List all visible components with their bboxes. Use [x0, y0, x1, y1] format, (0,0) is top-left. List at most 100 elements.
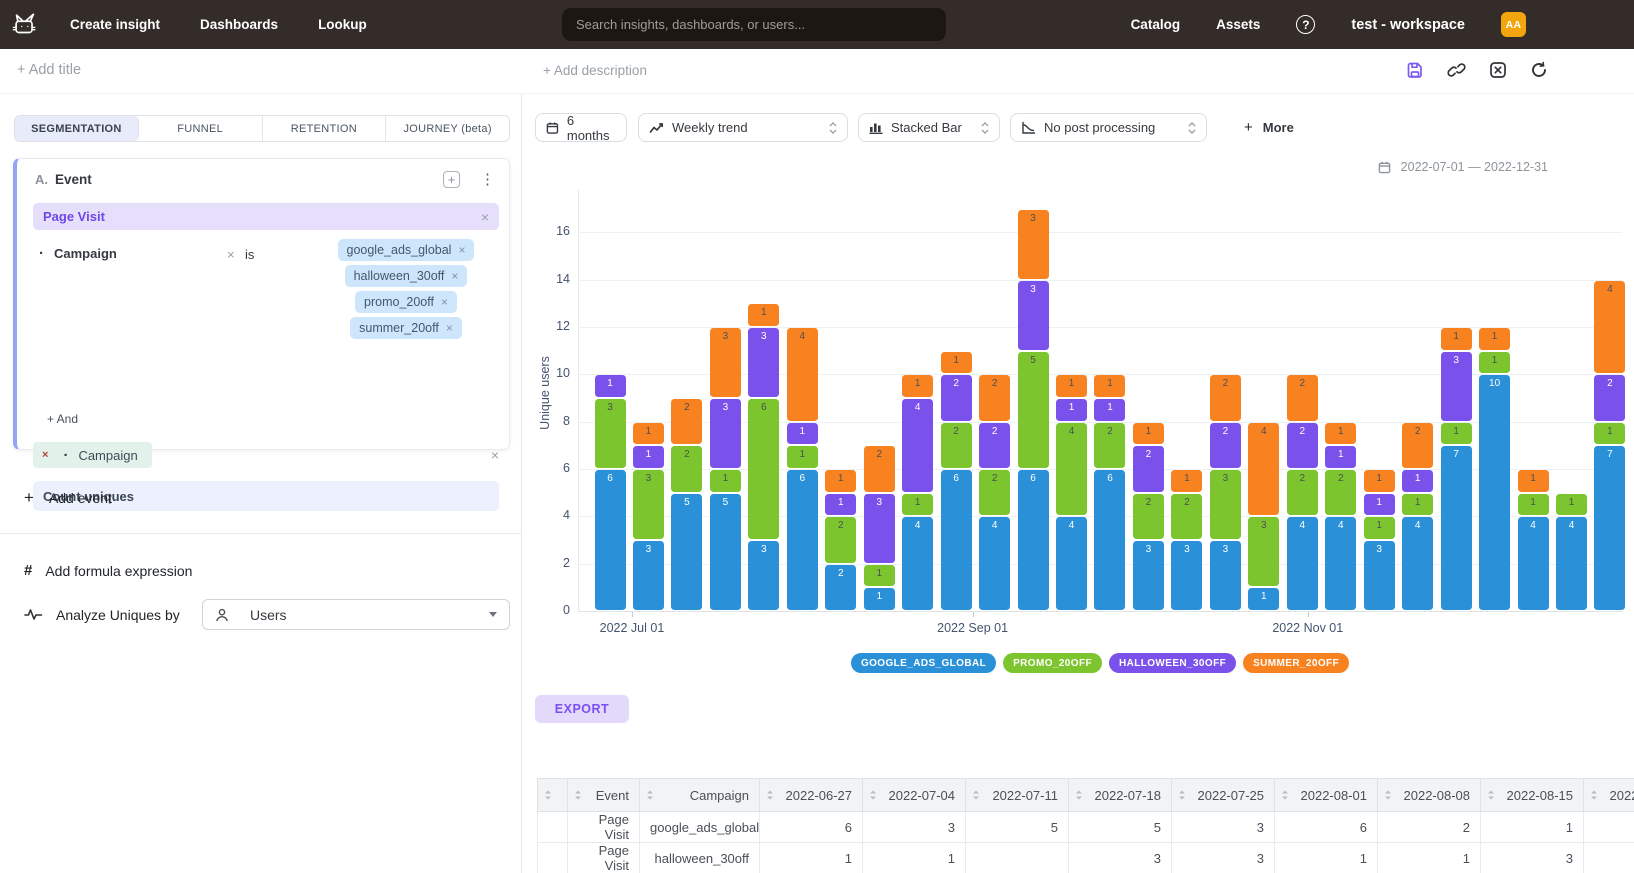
- tab-funnel[interactable]: FUNNEL: [139, 116, 263, 141]
- table-column-header[interactable]: 2022-07-25: [1172, 779, 1275, 812]
- table-column-header[interactable]: 2022-07-04: [863, 779, 966, 812]
- refresh-icon[interactable]: [1530, 61, 1548, 79]
- mitzu-logo-icon[interactable]: [8, 9, 42, 40]
- nav-right: Catalog Assets ? test - workspace AA: [1131, 12, 1526, 37]
- chart-legend: GOOGLE_ADS_GLOBAL PROMO_20OFF HALLOWEEN_30…: [578, 653, 1622, 673]
- table-column-header[interactable]: 2022-07-11: [966, 779, 1069, 812]
- remove-breakdown-icon[interactable]: ×: [42, 449, 48, 461]
- event-card-index: A.: [35, 172, 48, 187]
- filter-property[interactable]: Campaign: [54, 246, 117, 261]
- table-column-header[interactable]: Event: [568, 779, 640, 812]
- breakdown-chip[interactable]: × · Campaign: [33, 442, 152, 468]
- y-axis-title: Unique users: [538, 338, 552, 448]
- remove-value-icon[interactable]: ×: [458, 243, 465, 257]
- table-column-header[interactable]: 2022-07-18: [1069, 779, 1172, 812]
- duplicate-event-icon[interactable]: +: [443, 171, 460, 188]
- bar-value-label: 1: [1376, 473, 1382, 492]
- search-input[interactable]: [562, 8, 946, 41]
- legend-pill[interactable]: SUMMER_20OFF: [1243, 653, 1349, 673]
- add-title-field[interactable]: + Add title: [17, 62, 81, 78]
- analyze-label: Analyze Uniques by: [56, 607, 180, 623]
- person-icon: [215, 608, 229, 622]
- bar-segment: 1: [902, 494, 933, 516]
- add-description-field[interactable]: + Add description: [543, 63, 647, 78]
- nav-dashboards[interactable]: Dashboards: [200, 17, 278, 32]
- nav-assets[interactable]: Assets: [1216, 17, 1260, 32]
- table-cell: 6: [1275, 812, 1378, 843]
- bar-value-label: 1: [761, 307, 767, 326]
- avatar[interactable]: AA: [1501, 12, 1526, 37]
- property-bullet-icon: ·: [63, 447, 68, 464]
- bar-segment: 3: [748, 328, 779, 397]
- bar-segment: 4: [979, 517, 1010, 610]
- filter-value-pill[interactable]: summer_20off×: [350, 317, 462, 339]
- tab-journey[interactable]: JOURNEY (beta): [386, 116, 509, 141]
- nav-lookup[interactable]: Lookup: [318, 17, 367, 32]
- filter-value-pill[interactable]: halloween_30off×: [345, 265, 468, 287]
- bar-segment: 1: [1594, 423, 1625, 445]
- remove-value-icon[interactable]: ×: [446, 321, 453, 335]
- bar-value-label: 2: [992, 473, 998, 515]
- analyze-by-select[interactable]: Users: [202, 599, 510, 630]
- close-square-icon[interactable]: [1489, 61, 1507, 79]
- bar-value-label: 4: [800, 331, 806, 421]
- nav-catalog[interactable]: Catalog: [1131, 17, 1181, 32]
- remove-value-icon[interactable]: ×: [451, 269, 458, 283]
- clear-breakdown-icon[interactable]: ×: [491, 447, 499, 463]
- bar-value-label: 3: [723, 331, 729, 397]
- tab-segmentation[interactable]: SEGMENTATION: [15, 116, 139, 141]
- bar-value-label: 2: [1299, 426, 1305, 468]
- legend-pill[interactable]: HALLOWEEN_30OFF: [1109, 653, 1236, 673]
- bar-value-label: 1: [1376, 520, 1382, 539]
- event-selector[interactable]: Page Visit ×: [33, 203, 499, 230]
- nav-create-insight[interactable]: Create insight: [70, 17, 160, 32]
- add-formula-button[interactable]: # Add formula expression: [24, 562, 192, 579]
- filter-value-pill[interactable]: promo_20off×: [355, 291, 457, 313]
- remove-value-icon[interactable]: ×: [441, 295, 448, 309]
- event-menu-icon[interactable]: ⋮: [480, 172, 495, 187]
- bar-segment: 2: [979, 423, 1010, 468]
- table-column-header[interactable]: 2022-08-15: [1481, 779, 1584, 812]
- bar-value-label: 2: [953, 378, 959, 420]
- remove-filter-icon[interactable]: ×: [227, 247, 235, 262]
- filter-value-pill[interactable]: google_ads_global×: [338, 239, 475, 261]
- export-button[interactable]: EXPORT: [535, 695, 629, 723]
- bar-segment: 2: [1133, 494, 1164, 539]
- table-cell: 1: [1378, 843, 1481, 873]
- table-column-header[interactable]: 2022-08-22: [1584, 779, 1634, 812]
- bar-value-label: 2: [1607, 378, 1613, 420]
- bar-value-label: 4: [1338, 520, 1344, 610]
- title-bar: + Add title + Add description: [0, 49, 1634, 94]
- legend-pill[interactable]: GOOGLE_ADS_GLOBAL: [851, 653, 996, 673]
- help-icon[interactable]: ?: [1296, 15, 1315, 34]
- bar-value-label: 6: [1030, 473, 1036, 610]
- bar-value-label: 4: [915, 520, 921, 610]
- bar-value-label: 1: [1530, 497, 1536, 516]
- workspace-name[interactable]: test - workspace: [1351, 17, 1465, 33]
- legend-pill[interactable]: PROMO_20OFF: [1003, 653, 1102, 673]
- bar-segment: 2: [1287, 423, 1318, 468]
- filter-operator[interactable]: is: [245, 247, 254, 262]
- bar-value-label: 1: [1376, 497, 1382, 516]
- bar-segment: 2: [1287, 470, 1318, 515]
- bar-value-label: 2: [684, 402, 690, 444]
- bar-segment: 2: [1133, 446, 1164, 491]
- table-column-header[interactable]: 2022-08-08: [1378, 779, 1481, 812]
- save-icon[interactable]: [1406, 61, 1424, 79]
- table-column-header[interactable]: 2022-08-01: [1275, 779, 1378, 812]
- table-column-header[interactable]: 2022-06-27: [760, 779, 863, 812]
- bar-segment: 1: [1556, 494, 1587, 516]
- add-event-button[interactable]: + Add event: [24, 488, 112, 508]
- add-and-condition[interactable]: + And: [47, 412, 78, 426]
- remove-event-icon[interactable]: ×: [481, 209, 489, 225]
- table-column-header[interactable]: Campaign: [640, 779, 760, 812]
- bar-value-label: 2: [838, 568, 844, 610]
- table-cell: 1: [1481, 812, 1584, 843]
- sort-column-header[interactable]: [538, 779, 568, 812]
- bar-segment: 2: [941, 423, 972, 468]
- bar-segment: 2: [825, 565, 856, 610]
- tab-retention[interactable]: RETENTION: [263, 116, 387, 141]
- bar-value-label: 4: [1569, 520, 1575, 610]
- share-link-icon[interactable]: [1447, 61, 1466, 79]
- bar-segment: 1: [825, 470, 856, 492]
